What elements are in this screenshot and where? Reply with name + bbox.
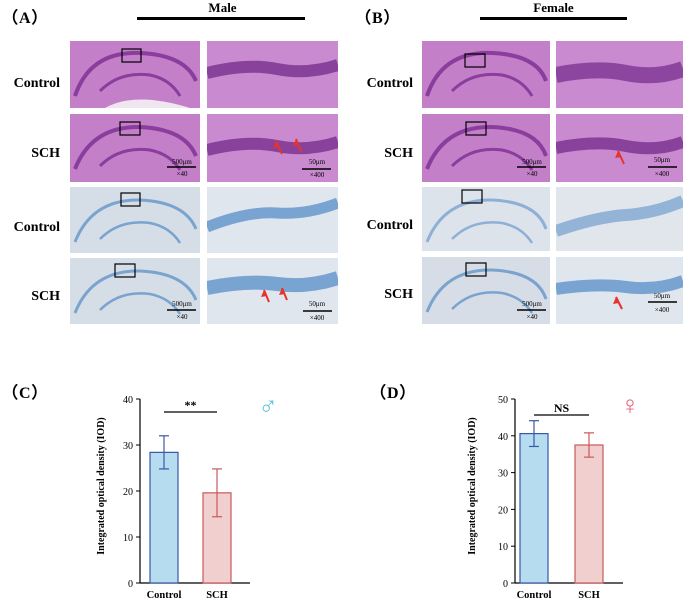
micrograph-b-sch-he-low: 500μm ×40 bbox=[422, 114, 550, 182]
y-tick-label: 20 bbox=[498, 505, 508, 516]
roi-box bbox=[465, 262, 487, 277]
significance-label: NS bbox=[554, 401, 570, 415]
row-label-b-sch-he: SCH bbox=[384, 146, 413, 161]
x-tick-label: SCH bbox=[206, 590, 228, 601]
micrograph-b-sch-nissl-low: 500μm ×40 bbox=[422, 257, 550, 324]
roi-box bbox=[461, 189, 483, 204]
y-tick-label: 0 bbox=[503, 579, 508, 590]
male-symbol-icon: ♂ bbox=[258, 392, 278, 421]
scale-bar-label: 500μm bbox=[172, 158, 192, 166]
x-tick-label: Control bbox=[147, 590, 182, 601]
magnification-label: ×40 bbox=[527, 313, 538, 321]
y-tick-label: 10 bbox=[498, 542, 508, 553]
y-tick-label: 20 bbox=[123, 487, 133, 498]
y-tick-label: 50 bbox=[498, 395, 508, 406]
panel-label-c: （C） bbox=[2, 385, 49, 402]
y-tick-label: 0 bbox=[128, 579, 133, 590]
y-tick-label: 10 bbox=[123, 533, 133, 544]
micrograph-a-control-nissl-high bbox=[207, 187, 338, 253]
y-axis-label: Integrated optical density (IOD) bbox=[96, 417, 107, 555]
panel-label-a: （A） bbox=[2, 10, 49, 27]
x-tick-label: Control bbox=[517, 590, 552, 601]
panel-label-d: （D） bbox=[370, 385, 417, 402]
magnification-label: ×40 bbox=[177, 313, 188, 321]
row-label-b-sch-nissl: SCH bbox=[384, 287, 413, 302]
y-tick-label: 30 bbox=[123, 441, 133, 452]
bar-control bbox=[519, 432, 549, 584]
chart-male-iod: Integrated optical density (IOD) 0 10 20 30… bbox=[96, 392, 278, 601]
roi-box bbox=[120, 192, 141, 207]
magnification-label: ×400 bbox=[310, 171, 325, 179]
micrograph-a-sch-he-low: 500μm ×40 bbox=[70, 114, 200, 182]
micrograph-a-sch-he-high: 50μm ×400 bbox=[207, 114, 338, 182]
bar-control bbox=[149, 451, 179, 584]
arrow-icon bbox=[613, 297, 619, 304]
arrow-icon bbox=[615, 151, 621, 158]
micrograph-b-control-he-low bbox=[422, 41, 550, 108]
magnification-label: ×40 bbox=[177, 170, 188, 178]
micrograph-b-control-he-high bbox=[556, 41, 683, 108]
row-label-b-control-he: Control bbox=[366, 76, 413, 91]
panel-label-b: （B） bbox=[355, 10, 401, 27]
y-tick-label: 40 bbox=[498, 432, 508, 443]
y-tick-label: 40 bbox=[123, 395, 133, 406]
micrograph-a-control-nissl-low bbox=[70, 187, 200, 253]
micrograph-b-control-nissl-high bbox=[556, 187, 683, 251]
scale-bar-label: 50μm bbox=[654, 292, 671, 300]
row-label-b-control-nissl: Control bbox=[366, 218, 413, 233]
roi-box bbox=[119, 121, 141, 136]
female-symbol-icon: ♀ bbox=[620, 391, 640, 420]
bar-sch bbox=[574, 444, 604, 584]
x-tick-label: SCH bbox=[578, 590, 600, 601]
arrow-icon bbox=[273, 141, 279, 148]
female-header: Female bbox=[533, 0, 574, 15]
scale-bar-label: 50μm bbox=[309, 158, 326, 166]
y-axis-label: Integrated optical density (IOD) bbox=[467, 417, 478, 555]
male-header-line bbox=[137, 17, 305, 20]
roi-box bbox=[464, 53, 486, 68]
scale-bar-label: 500μm bbox=[522, 158, 542, 166]
micrograph-a-control-he-low bbox=[70, 41, 200, 108]
micrograph-b-sch-nissl-high: 50μm ×400 bbox=[556, 257, 683, 324]
micrograph-b-control-nissl-low bbox=[422, 187, 550, 251]
arrow-icon bbox=[279, 288, 285, 295]
scale-bar-label: 500μm bbox=[172, 300, 192, 308]
magnification-label: ×400 bbox=[655, 306, 670, 314]
row-label-a-sch-he: SCH bbox=[31, 146, 60, 161]
magnification-label: ×40 bbox=[527, 170, 538, 178]
scale-bar-label: 50μm bbox=[309, 300, 326, 308]
row-label-a-control-he: Control bbox=[13, 76, 60, 91]
magnification-label: ×400 bbox=[310, 314, 325, 322]
roi-box bbox=[465, 121, 487, 136]
significance-label: ** bbox=[185, 398, 197, 412]
y-tick-label: 30 bbox=[498, 469, 508, 480]
magnification-label: ×400 bbox=[655, 170, 670, 178]
roi-box bbox=[121, 48, 142, 63]
roi-box bbox=[114, 263, 136, 278]
row-label-a-sch-nissl: SCH bbox=[31, 289, 60, 304]
row-label-a-control-nissl: Control bbox=[13, 220, 60, 235]
arrow-icon bbox=[293, 139, 299, 146]
arrow-icon bbox=[261, 290, 267, 297]
scale-bar-label: 500μm bbox=[522, 300, 542, 308]
chart-female-iod: Integrated optical density (IOD) 0 10 20 30… bbox=[467, 391, 640, 601]
male-header: Male bbox=[208, 0, 237, 15]
micrograph-a-control-he-high bbox=[207, 41, 338, 108]
micrograph-a-sch-nissl-low: 500μm ×40 bbox=[70, 258, 200, 324]
micrograph-b-sch-he-high: 50μm ×400 bbox=[556, 114, 683, 182]
micrograph-a-sch-nissl-high: 50μm ×400 bbox=[207, 258, 338, 324]
female-header-line bbox=[480, 17, 627, 20]
scale-bar-label: 50μm bbox=[654, 156, 671, 164]
